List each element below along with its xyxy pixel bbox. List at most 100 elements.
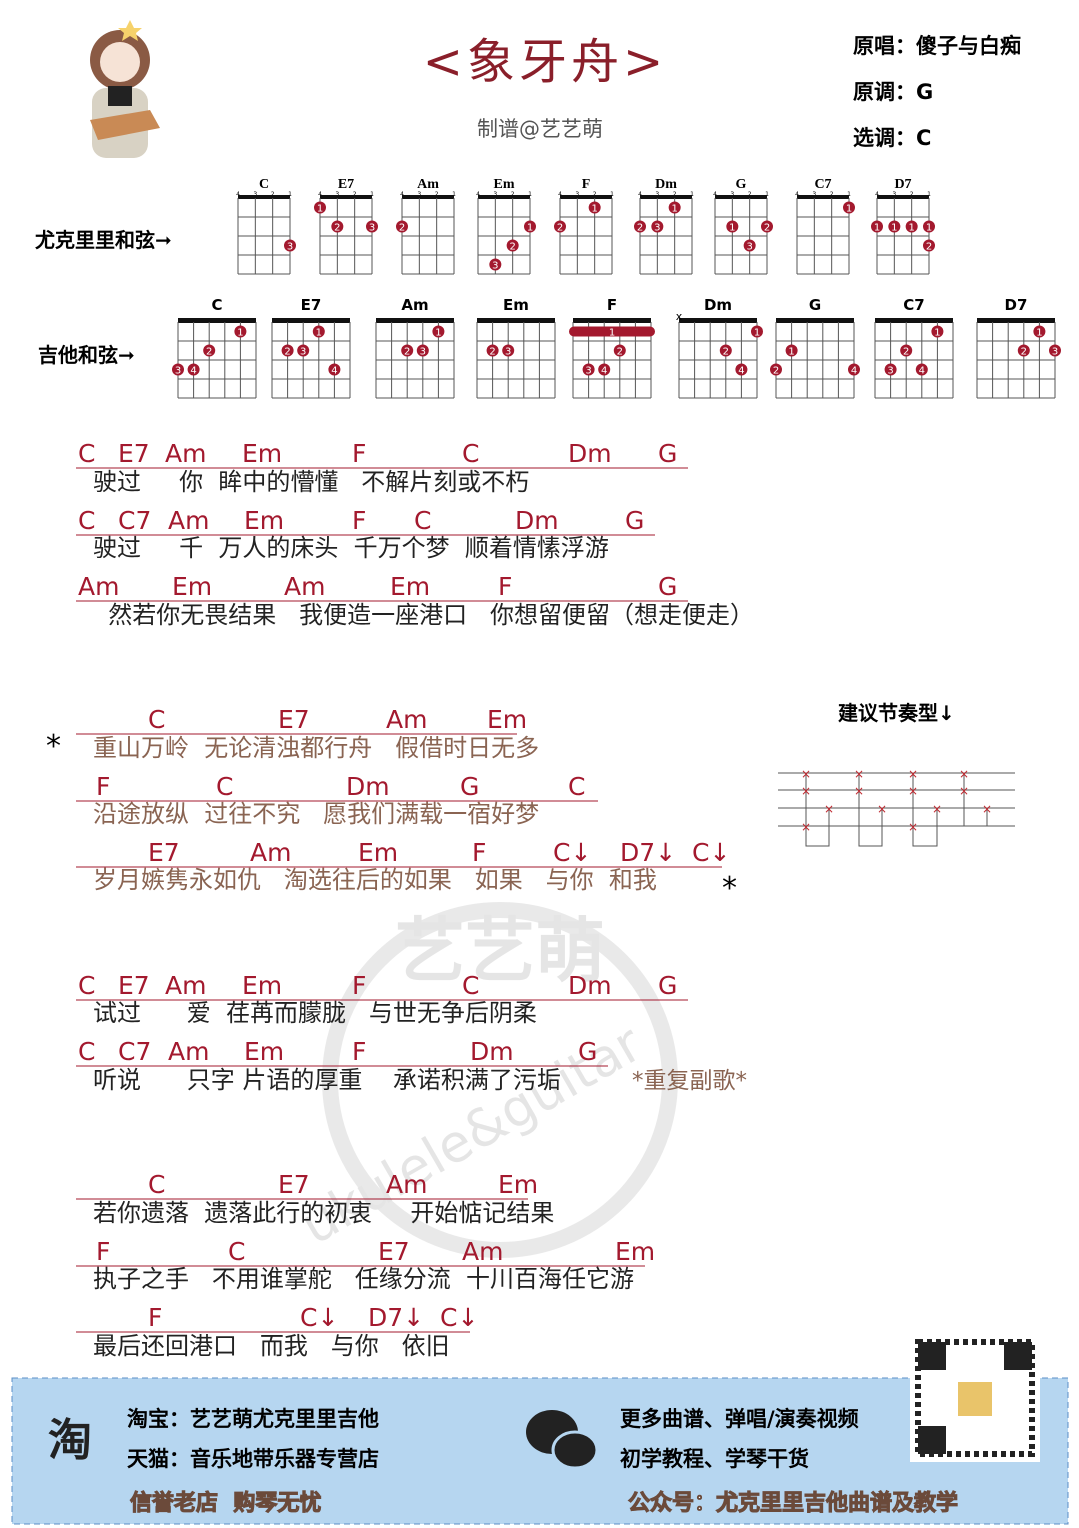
rhythm-marks: × × × × × × × × × × × × × × — [801, 767, 992, 834]
chord: G — [658, 572, 677, 601]
svg-text:×: × — [801, 767, 811, 781]
string-label: 1 — [288, 191, 292, 198]
chord-name: C7 — [903, 296, 924, 314]
nut — [560, 195, 612, 199]
finger-number: 2 — [284, 347, 290, 358]
finger-number: 2 — [399, 223, 405, 234]
finger-number: 3 — [505, 347, 511, 358]
chord-name: Am — [401, 296, 428, 314]
chord: Dm — [470, 1037, 514, 1066]
section-mark: * — [46, 729, 61, 764]
string-label: 3 — [812, 191, 816, 198]
finger-number: 2 — [489, 347, 495, 358]
svg-text:×: × — [959, 767, 969, 781]
finger-number: 3 — [492, 261, 498, 272]
title: <象牙舟> — [423, 34, 667, 90]
finger-number: 1 — [527, 223, 533, 234]
finger-number: 2 — [617, 347, 623, 358]
finger-dot — [613, 344, 626, 357]
chord: C — [148, 705, 165, 734]
string-label: 3 — [575, 191, 579, 198]
finger-dot — [396, 220, 408, 233]
finger-number: 2 — [404, 347, 410, 358]
footer-text: 初学教程、学琴干货 — [620, 1447, 809, 1471]
chord-name: E7 — [301, 296, 322, 314]
nut — [679, 318, 757, 323]
wechat-icon — [526, 1410, 599, 1470]
finger-number: 1 — [754, 328, 760, 339]
chord-name: F — [607, 296, 617, 314]
chord: Am — [78, 572, 119, 601]
finger-dot — [905, 220, 918, 233]
finger-number: 1 — [891, 223, 897, 234]
finger-dot — [187, 363, 200, 376]
finger-number: 4 — [190, 366, 196, 377]
finger-dot — [735, 363, 748, 376]
chord-name: C7 — [814, 177, 831, 192]
finger-number: 1 — [591, 204, 597, 215]
finger-number: 2 — [926, 242, 932, 253]
nut — [320, 195, 372, 199]
chord: G — [460, 772, 479, 801]
finger-dot — [502, 344, 515, 357]
rhythm-pattern — [778, 772, 1015, 847]
lyric: 听说 只字 片语的厚重 承诺积满了污垢 — [93, 1066, 561, 1094]
string-label: 3 — [730, 191, 734, 198]
info: 原调：G — [853, 80, 933, 104]
nut — [640, 195, 692, 199]
nut — [875, 318, 953, 323]
finger-number: 3 — [287, 242, 293, 253]
string-label: 1 — [927, 191, 931, 198]
svg-text:×: × — [932, 802, 942, 816]
finger-number: 1 — [316, 328, 322, 339]
finger-dot — [1017, 344, 1030, 357]
finger-dot — [416, 344, 429, 357]
string-label: 2 — [593, 191, 597, 198]
string-label: 2 — [435, 191, 439, 198]
finger-dot — [871, 220, 883, 233]
chord: D7↓ — [620, 838, 676, 867]
chord: C — [78, 439, 95, 468]
finger-number: 1 — [1036, 328, 1042, 339]
chord: Dm — [568, 971, 612, 1000]
chord: Em — [498, 1170, 538, 1199]
repeat-note: *重复副歌* — [632, 1068, 747, 1094]
finger-number: 3 — [887, 366, 893, 377]
taobao-icon: 淘 — [48, 1415, 92, 1466]
chord: C↓ — [553, 838, 591, 867]
footer-account: 公众号：尤克里里吉他曲谱及教学 — [628, 1490, 958, 1516]
chord-name: C — [211, 296, 222, 314]
finger-dot — [900, 344, 913, 357]
chord-name: Dm — [704, 296, 732, 314]
svg-text:×: × — [801, 784, 811, 798]
svg-text:×: × — [908, 784, 918, 798]
arranger: 制谱@艺艺萌 — [477, 117, 603, 141]
finger-dot — [634, 220, 646, 233]
string-label: 3 — [892, 191, 896, 198]
chord: Em — [242, 971, 282, 1000]
lyric: 试过 爱 荏苒而朦胧 与世无争后阴柔 — [93, 999, 537, 1027]
section-mark: * — [722, 871, 737, 906]
string-label: 2 — [673, 191, 677, 198]
finger-dot — [588, 201, 601, 214]
finger-number: 2 — [1021, 347, 1027, 358]
svg-text:×: × — [854, 784, 864, 798]
string-label: 1 — [847, 191, 851, 198]
lyric: 然若你无畏结果 我便造一座港口 你想留便留（想走便走） — [93, 601, 754, 629]
finger-dot — [284, 239, 296, 252]
string-label: 2 — [748, 191, 752, 198]
finger-dot — [312, 325, 325, 338]
info: 原唱：傻子与白痴 — [853, 34, 1021, 58]
chord: F — [352, 971, 366, 1000]
finger-dot — [848, 363, 860, 376]
chord: G — [658, 439, 677, 468]
chord: G — [625, 506, 644, 535]
string-label: 4 — [318, 191, 322, 198]
finger-dot — [331, 220, 344, 233]
chord: C↓ — [300, 1303, 338, 1332]
finger-dot — [172, 363, 184, 376]
string-label: 3 — [335, 191, 339, 198]
finger-number: 1 — [435, 328, 441, 339]
nut — [402, 195, 454, 199]
lyric: 最后还回港口 而我 与你 依旧 — [93, 1332, 450, 1360]
